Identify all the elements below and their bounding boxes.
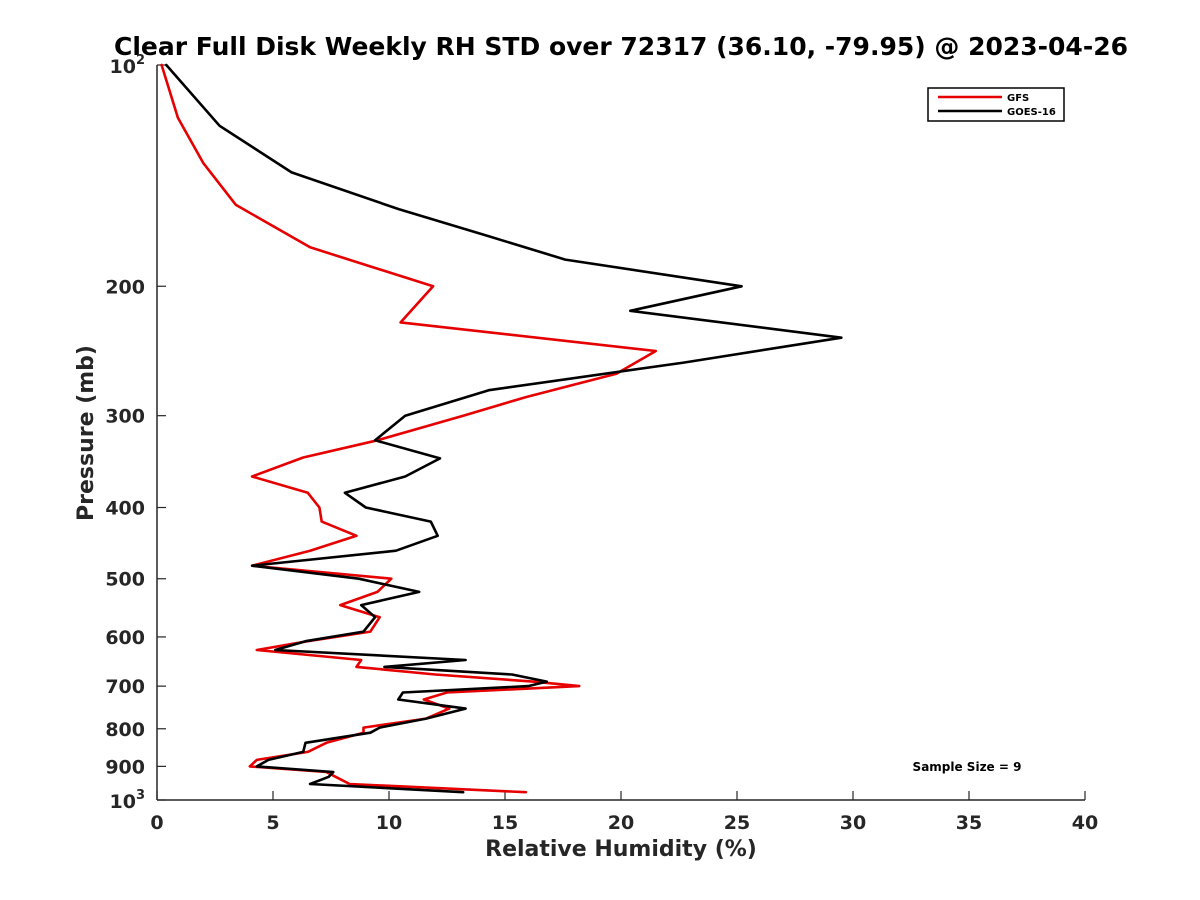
y-tick-label: 700 [105, 676, 145, 698]
axes: 0 5 10 15 20 25 30 35 40 102 200 300 400 500 600 700 800… [105, 53, 1098, 834]
y-axis-label: Pressure (mb) [74, 345, 99, 521]
legend: GFS GOES-16 [927, 87, 1065, 122]
chart-title: Clear Full Disk Weekly RH STD over 72317… [114, 32, 1128, 61]
x-tick-label: 10 [376, 812, 402, 834]
y-tick-label: 800 [105, 719, 145, 741]
series-line-gfs [160, 63, 658, 794]
x-tick-label: 40 [1072, 812, 1098, 834]
y-tick-label: 200 [105, 276, 145, 298]
y-tick-label: 500 [105, 569, 145, 591]
legend-label-gfs: GFS [1007, 93, 1029, 104]
y-tick-label: 600 [105, 627, 145, 649]
legend-box [927, 87, 1065, 122]
legend-label-goes16: GOES-16 [1007, 107, 1056, 118]
y-tick-label: 300 [105, 406, 145, 428]
y-tick-label: 102 [110, 53, 146, 78]
series-line-goes-16 [165, 63, 843, 794]
x-tick-label: 20 [608, 812, 634, 834]
series-layer [160, 63, 843, 794]
y-tick-label: 400 [105, 498, 145, 520]
x-axis-label: Relative Humidity (%) [485, 837, 757, 862]
x-tick-label: 0 [150, 812, 163, 834]
sample-size-annotation: Sample Size = 9 [913, 760, 1022, 774]
x-tick-label: 15 [492, 812, 518, 834]
x-tick-label: 5 [266, 812, 279, 834]
x-tick-label: 35 [956, 812, 982, 834]
x-tick-label: 25 [724, 812, 750, 834]
y-tick-label: 900 [105, 756, 145, 778]
y-tick-label: 103 [110, 788, 146, 813]
x-tick-label: 30 [840, 812, 866, 834]
